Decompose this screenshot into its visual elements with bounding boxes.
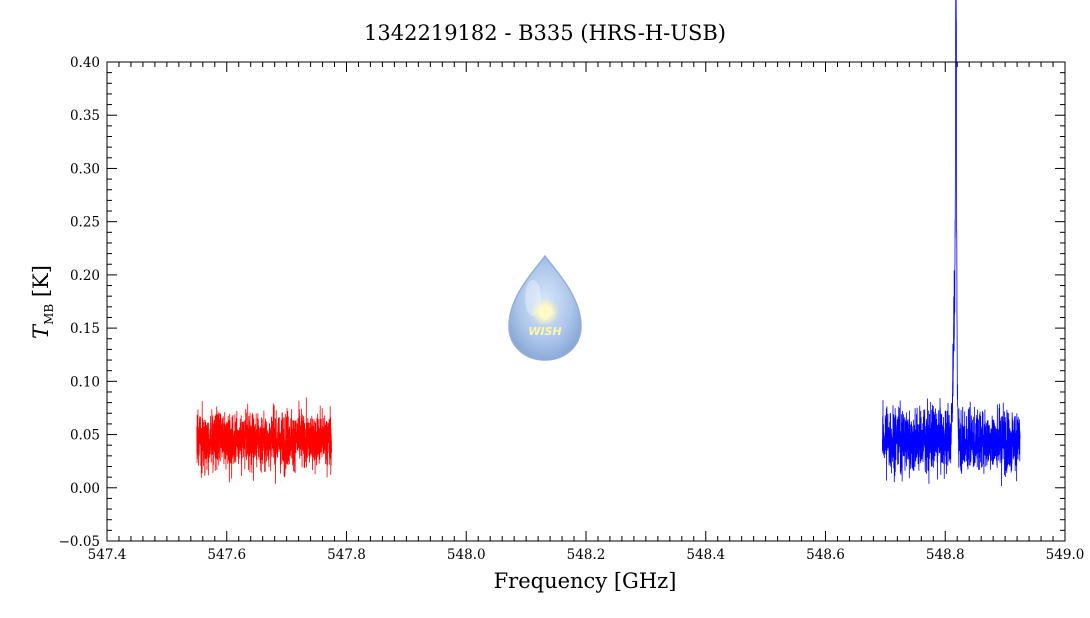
axes-layer: 547.4 547.6 547.8 548.0 548.2 548.4 548.6 548.8… <box>59 55 1085 563</box>
chart-title: 1342219182 - B335 (HRS-H-USB) <box>364 21 726 45</box>
x-tick-label: 548.0 <box>447 547 486 563</box>
x-tick-label: 548.4 <box>686 547 725 563</box>
x-tick-label: 547.8 <box>327 547 366 563</box>
y-axis-label-unit: [K] <box>29 265 53 297</box>
wish-logo-text: WISH <box>528 325 561 338</box>
plot-frame <box>106 61 1066 542</box>
wish-logo: WISH <box>508 254 582 361</box>
x-axis-label: Frequency [GHz] <box>494 569 677 593</box>
series-layer <box>196 0 1021 487</box>
x-tick-label: 548.8 <box>926 547 965 563</box>
y-axis-label-sub: MB <box>42 304 56 325</box>
y-tick-label: 0.05 <box>70 428 100 444</box>
series-line-1 <box>881 0 1021 487</box>
y-axis-label-main: T <box>29 323 53 339</box>
y-tick-label: 0.10 <box>70 374 100 390</box>
y-tick-label: 0.15 <box>70 321 100 337</box>
x-tick-label: 548.6 <box>806 547 845 563</box>
y-tick-label: 0.40 <box>70 55 100 71</box>
y-tick-label: 0.30 <box>70 161 100 177</box>
y-tick-label: −0.05 <box>59 534 100 550</box>
x-tick-label: 549.0 <box>1046 547 1085 563</box>
y-axis-label: TMB [K] <box>29 265 56 339</box>
y-tick-label: 0.35 <box>70 108 100 124</box>
series-line-0 <box>196 397 332 484</box>
svg-text:TMB [K]: TMB [K] <box>29 265 56 339</box>
x-tick-label: 548.2 <box>567 547 606 563</box>
y-tick-label: 0.20 <box>70 268 100 284</box>
y-tick-label: 0.00 <box>70 481 100 497</box>
y-tick-label: 0.25 <box>70 215 100 231</box>
x-tick-label: 547.6 <box>207 547 246 563</box>
x-tick-label: 547.4 <box>88 547 127 563</box>
